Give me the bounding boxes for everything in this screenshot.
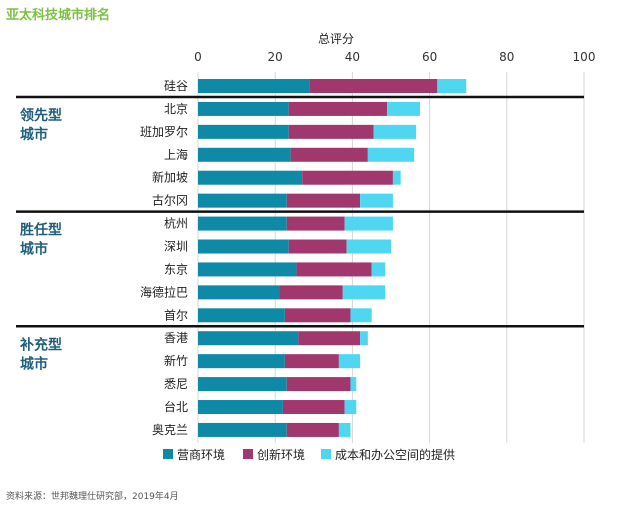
legend-label: 创新环境 (257, 447, 305, 462)
bar-segment (198, 240, 289, 254)
bar-segment (350, 308, 371, 322)
bar-segment (279, 285, 343, 299)
bar-segment (347, 240, 391, 254)
bar-segment (198, 262, 296, 276)
bar-segment (283, 400, 345, 414)
bar-segment (198, 194, 287, 208)
x-tick-label: 80 (499, 50, 514, 64)
bar-segment (296, 262, 371, 276)
category-label: 新竹 (164, 353, 188, 368)
bar-segment (310, 79, 437, 93)
bar-segment (287, 377, 351, 391)
bar-segment (291, 148, 368, 162)
bar-segment (372, 262, 386, 276)
bar-segment (368, 148, 414, 162)
bar-segment (198, 102, 289, 116)
x-tick-label: 60 (422, 50, 437, 64)
bar-segment (198, 125, 289, 139)
legend-swatch (163, 449, 173, 459)
bar-segment (393, 171, 401, 185)
bar-segment (198, 377, 287, 391)
bar-segment (289, 240, 347, 254)
legend-label: 营商环境 (177, 447, 225, 462)
bar-segment (360, 194, 393, 208)
bar-segment (374, 125, 416, 139)
group-label: 领先型 (20, 107, 62, 124)
legend-label: 成本和办公空间的提供 (335, 447, 455, 462)
bar-segment (198, 217, 287, 231)
legend-swatch (321, 449, 331, 459)
bar-segment (360, 331, 368, 345)
x-tick-label: 40 (345, 50, 360, 64)
bar-segment (345, 400, 357, 414)
category-label: 古尔冈 (152, 193, 188, 208)
group-label: 城市 (20, 355, 48, 372)
x-tick-label: 20 (268, 50, 283, 64)
bar-segment (345, 217, 393, 231)
group-label: 城市 (20, 241, 48, 258)
bar-segment (285, 354, 339, 368)
group-label: 补充型 (19, 336, 62, 353)
bar-segment (289, 125, 374, 139)
category-label: 香港 (164, 331, 188, 345)
category-label: 硅谷 (164, 79, 188, 93)
category-label: 悉尼 (164, 377, 188, 391)
group-label: 城市 (20, 126, 48, 143)
source-note: 资料来源：世邦魏理仕研究部，2019年4月 (6, 489, 179, 502)
bar-segment (198, 285, 279, 299)
category-label: 北京 (164, 102, 188, 116)
bar-segment (198, 79, 310, 93)
bar-segment (437, 79, 466, 93)
bar-segment (289, 102, 387, 116)
bar-segment (198, 400, 283, 414)
bar-segment (350, 377, 356, 391)
bar-segment (285, 308, 351, 322)
category-label: 海德拉巴 (140, 284, 188, 299)
category-label: 上海 (164, 147, 188, 162)
bar-segment (343, 285, 385, 299)
x-tick-label: 0 (194, 50, 202, 64)
group-label: 胜任型 (20, 222, 62, 239)
bar-segment (287, 194, 360, 208)
category-label: 杭州 (164, 216, 188, 231)
category-label: 东京 (164, 262, 188, 276)
bar-segment (339, 354, 360, 368)
bar-segment (198, 148, 291, 162)
bar-segment (198, 331, 298, 345)
bar-segment (198, 423, 287, 437)
legend-swatch (243, 449, 253, 459)
bar-segment (198, 171, 302, 185)
bar-segment (287, 217, 345, 231)
category-label: 新加坡 (152, 170, 188, 185)
category-label: 奥克兰 (152, 423, 188, 437)
bar-segment (287, 423, 339, 437)
bar-segment (387, 102, 420, 116)
bar-segment (298, 331, 360, 345)
category-label: 台北 (164, 399, 188, 414)
x-tick-label: 100 (573, 50, 596, 64)
bar-segment (198, 308, 285, 322)
category-label: 深圳 (164, 240, 188, 254)
bar-segment (198, 354, 285, 368)
category-label: 首尔 (164, 307, 188, 322)
bar-segment (339, 423, 351, 437)
bar-segment (302, 171, 393, 185)
category-label: 班加罗尔 (140, 124, 188, 139)
